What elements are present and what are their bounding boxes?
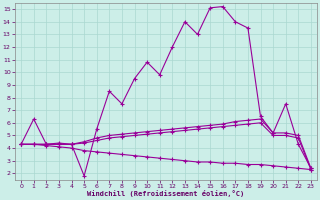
X-axis label: Windchill (Refroidissement éolien,°C): Windchill (Refroidissement éolien,°C) <box>87 190 245 197</box>
